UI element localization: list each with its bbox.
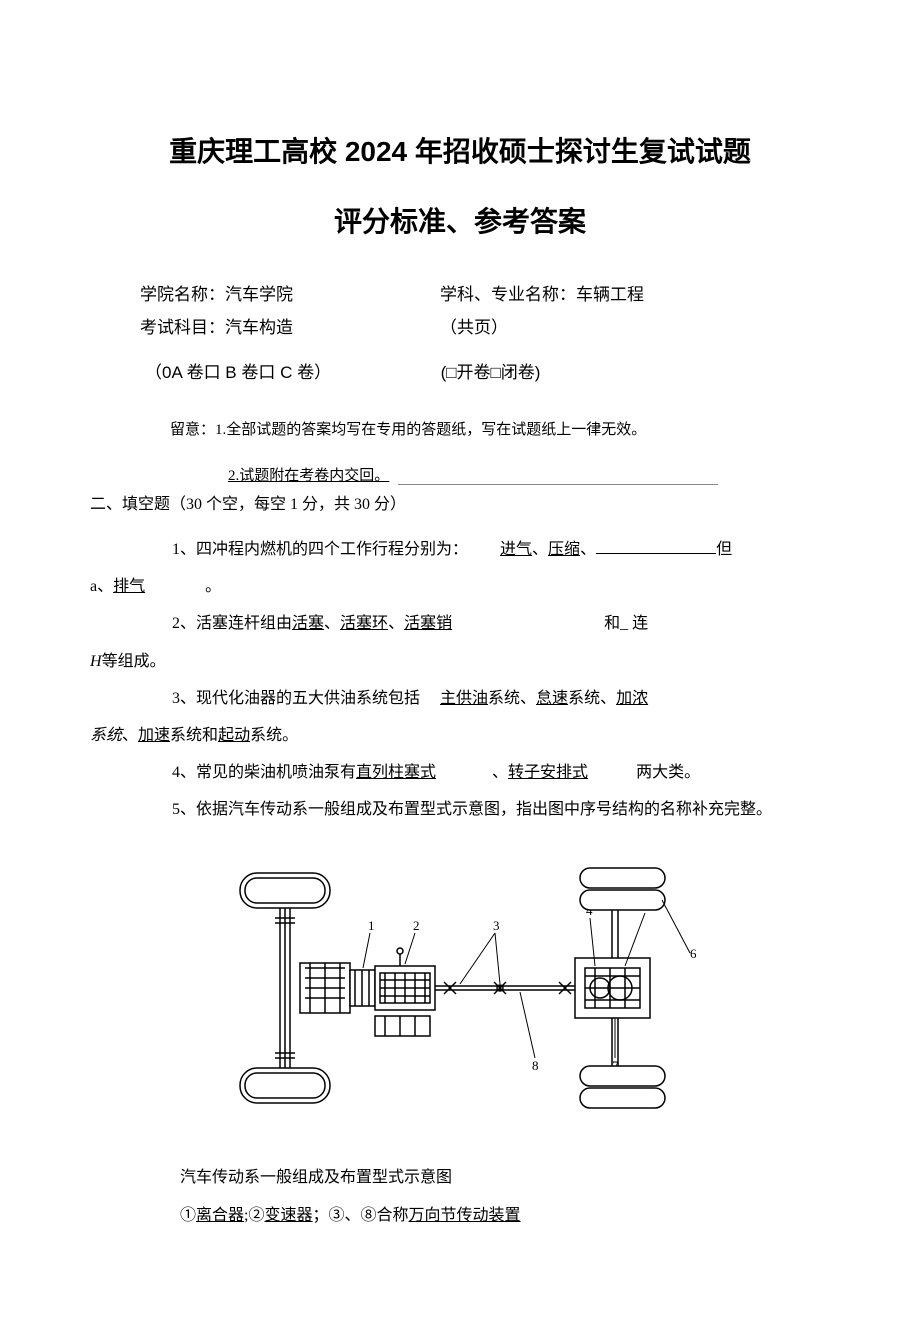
diagram-label-2: 2 xyxy=(413,918,420,933)
paper-type-row: （0A 卷口 B 卷口 C 卷） (□开卷□闭卷) xyxy=(90,358,830,383)
info-row-1: 学院名称：汽车学院 学科、专业名称：车辆工程 xyxy=(90,280,830,305)
q3-line2-mid1: 、 xyxy=(122,727,138,744)
diagram-label-6: 6 xyxy=(690,946,697,961)
q2-cont: 连 xyxy=(632,615,648,632)
title-sub: 评分标准、参考答案 xyxy=(90,200,830,240)
pages-label: （共页） xyxy=(440,318,508,337)
paper-choices: （0A 卷口 B 卷口 C 卷） xyxy=(145,363,331,382)
q4-ans1: 直列柱塞式 xyxy=(356,764,436,781)
q3-ans3: 加浓 xyxy=(616,690,648,707)
major-value: 车辆工程 xyxy=(576,285,644,304)
subject-label: 考试科目： xyxy=(140,318,225,337)
diagram-answers: ①离合器;②变速器；③、⑧合称万向节传动装置 xyxy=(90,1201,830,1225)
q3-ans4: 加速 xyxy=(138,727,170,744)
q3-ans1: 主供油 xyxy=(440,690,488,707)
major-label: 学科、专业名称： xyxy=(440,285,576,304)
question-1-cont: a、排气 。 xyxy=(90,569,830,604)
q2-ans3: 活塞销 xyxy=(404,615,452,632)
diagram-label-1: 1 xyxy=(368,918,375,933)
diagram-ans3: 万向节传动装置 xyxy=(409,1207,521,1224)
paper-open-close: (□开卷□闭卷) xyxy=(441,363,541,382)
drivetrain-svg: 1 2 3 xyxy=(200,858,720,1118)
question-4: 4、常见的柴油机喷油泵有直列柱塞式 、转子安排式 两大类。 xyxy=(90,755,830,790)
diagram-ans1: 离合器 xyxy=(196,1207,244,1224)
diagram-label-8: 8 xyxy=(532,1058,539,1073)
q1-prefix: 1、四冲程内燃机的四个工作行程分别为： xyxy=(172,541,468,558)
question-3: 3、现代化油器的五大供油系统包括 主供油系统、怠速系统、加浓 xyxy=(90,681,830,716)
question-2: 2、活塞连杆组由活塞、活塞环、活塞销 和_ 连 xyxy=(90,606,830,641)
notice-line-2: 2.试题附在考卷内交回。 xyxy=(90,464,830,485)
q1-ans1: 进气 xyxy=(500,541,532,558)
q1-ans2: 压缩 xyxy=(548,541,580,558)
notice-2-text: 2.试题附在考卷内交回。 xyxy=(228,468,389,484)
q4-prefix: 4、常见的柴油机喷油泵有 xyxy=(172,764,356,781)
q3-mid1: 系统、 xyxy=(488,690,536,707)
section-2-header: 二、填空题（30 个空，每空 1 分，共 30 分） xyxy=(90,490,830,514)
q4-mid: 、 xyxy=(492,764,508,781)
q3-ans2: 怠速 xyxy=(536,690,568,707)
q3-prefix: 3、现代化油器的五大供油系统包括 xyxy=(172,690,420,707)
q3-mid2: 系统、 xyxy=(568,690,616,707)
question-5: 5、依据汽车传动系一般组成及布置型式示意图，指出图中序号结构的名称补充完整。 xyxy=(90,792,830,827)
q4-ans2: 转子安排式 xyxy=(508,764,588,781)
diagram-label-3: 3 xyxy=(493,918,500,933)
title-main: 重庆理工高校 2024 年招收硕士探讨生复试试题 xyxy=(90,130,830,170)
q2-line2-prefix: H xyxy=(90,653,102,670)
subject-value: 汽车构造 xyxy=(225,318,293,337)
q3-ans5: 起动 xyxy=(218,727,250,744)
q3-line2-prefix: 系统 xyxy=(90,727,122,744)
question-3-cont: 系统、加速系统和起动系统。 xyxy=(90,718,830,753)
q1-ans3: 排气 xyxy=(113,578,145,595)
notice-line-1: 留意：1.全部试题的答案均写在专用的答题纸，写在试题纸上一律无效。 xyxy=(90,418,830,439)
q1-cont-prefix: a、 xyxy=(90,578,113,595)
ans-mid2: ；③、⑧合称 xyxy=(313,1207,409,1224)
q2-middle: 和_ xyxy=(604,615,628,632)
college-value: 汽车学院 xyxy=(225,285,293,304)
diagram-caption: 汽车传动系一般组成及布置型式示意图 xyxy=(90,1163,830,1187)
q1-tail: 但 xyxy=(716,541,732,558)
q1-blank xyxy=(596,538,716,554)
notice-blank-line xyxy=(398,484,718,485)
q3-line2-mid2: 系统和 xyxy=(170,727,218,744)
q4-suffix: 两大类。 xyxy=(636,764,700,781)
q2-ans1: 活塞 xyxy=(292,615,324,632)
q3-line2-suffix: 系统。 xyxy=(250,727,298,744)
q2-line2-suffix: 等组成。 xyxy=(102,653,166,670)
college-label: 学院名称： xyxy=(140,285,225,304)
ans-mid1: ;② xyxy=(244,1207,264,1224)
diagram-ans2: 变速器 xyxy=(264,1207,312,1224)
info-row-2: 考试科目：汽车构造 （共页） xyxy=(90,313,830,338)
question-1: 1、四冲程内燃机的四个工作行程分别为： 进气、压缩、但 xyxy=(90,532,830,567)
drivetrain-diagram: 1 2 3 xyxy=(90,858,830,1123)
q2-ans2: 活塞环 xyxy=(340,615,388,632)
ans-prefix: ① xyxy=(180,1207,196,1224)
q2-prefix: 2、活塞连杆组由 xyxy=(172,615,292,632)
question-2-cont: H等组成。 xyxy=(90,644,830,679)
